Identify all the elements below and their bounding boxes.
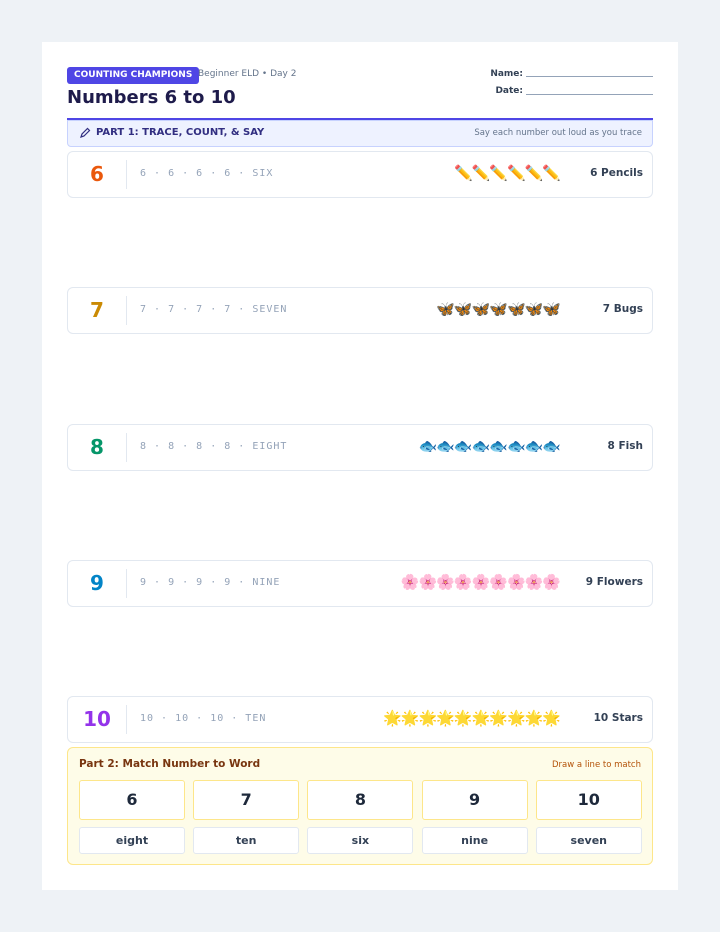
- badge: COUNTING CHAMPIONS: [67, 67, 200, 84]
- part2-hint: Draw a line to match: [552, 760, 641, 770]
- trace-text: 9 · 9 · 9 · 9 · NINE: [140, 576, 281, 588]
- date-label: Date:: [495, 86, 523, 96]
- caption: 8 Fish: [607, 439, 643, 452]
- divider: [126, 705, 127, 735]
- caption: 10 Stars: [593, 712, 643, 725]
- word-box: ten: [193, 827, 300, 854]
- divider: [126, 296, 127, 326]
- caption: 9 Flowers: [585, 575, 643, 588]
- trace-text: 6 · 6 · 6 · 6 · SIX: [140, 168, 274, 179]
- count-row: 9 9 · 9 · 9 · 9 · NINE 🌸🌸🌸🌸🌸🌸🌸🌸🌸 9 Flowers: [67, 559, 653, 607]
- divider: [126, 432, 127, 462]
- word-box: eight: [79, 827, 185, 854]
- word-box: nine: [421, 827, 528, 854]
- divider: [126, 160, 127, 189]
- count-row: 10 10 · 10 · 10 · TEN 🌟🌟🌟🌟🌟🌟🌟🌟🌟🌟 10 Stars: [67, 696, 653, 744]
- numeral: 9: [90, 570, 104, 595]
- part1-title: PART 1: TRACE, COUNT, & SAY: [96, 127, 265, 138]
- pencil-icon: [80, 127, 91, 138]
- caption: 7 Bugs: [602, 303, 643, 316]
- word-box: six: [307, 827, 414, 854]
- part2-box: Part 2: Match Number to Word Draw a line…: [67, 747, 653, 865]
- count-row: 6 6 · 6 · 6 · 6 · SIX ✏️✏️✏️✏️✏️✏️ 6 Pencil…: [67, 151, 653, 198]
- divider: [126, 568, 127, 598]
- date-line: [526, 94, 653, 95]
- worksheet: COUNTING CHAMPIONS Beginner ELD • Day 2 …: [42, 42, 678, 890]
- header-rule: [67, 118, 653, 120]
- count-icons: 🌸🌸🌸🌸🌸🌸🌸🌸🌸: [400, 572, 561, 591]
- subtitle: Beginner ELD • Day 2: [198, 69, 297, 79]
- count-icons: 🦋🦋🦋🦋🦋🦋🦋: [436, 300, 561, 319]
- word-box: seven: [535, 827, 642, 854]
- number-box: 6: [79, 780, 185, 820]
- numeral: 6: [90, 162, 104, 186]
- title: Numbers 6 to 10: [67, 87, 236, 108]
- numeral: 7: [90, 298, 104, 323]
- count-icons: 🐟🐟🐟🐟🐟🐟🐟🐟: [418, 436, 561, 455]
- numeral: 8: [90, 434, 104, 459]
- number-box: 9: [421, 780, 528, 820]
- name-label: Name:: [490, 69, 523, 79]
- part2-title: Part 2: Match Number to Word: [79, 758, 261, 770]
- number-box: 8: [307, 780, 414, 820]
- count-icons: 🌟🌟🌟🌟🌟🌟🌟🌟🌟🌟: [383, 709, 561, 728]
- number-box: 7: [193, 780, 300, 820]
- part1-hint: Say each number out loud as you trace: [474, 128, 642, 138]
- number-box: 10: [535, 780, 642, 820]
- name-line: [526, 76, 653, 77]
- trace-text: 10 · 10 · 10 · TEN: [140, 713, 267, 725]
- count-row: 7 7 · 7 · 7 · 7 · SEVEN 🦋🦋🦋🦋🦋🦋🦋 7 Bugs: [67, 287, 653, 335]
- part1-bar: PART 1: TRACE, COUNT, & SAY Say each num…: [67, 120, 653, 147]
- trace-text: 8 · 8 · 8 · 8 · EIGHT: [140, 440, 288, 452]
- count-row: 8 8 · 8 · 8 · 8 · EIGHT 🐟🐟🐟🐟🐟🐟🐟🐟 8 Fish: [67, 423, 653, 471]
- trace-text: 7 · 7 · 7 · 7 · SEVEN: [140, 304, 288, 316]
- count-icons: ✏️✏️✏️✏️✏️✏️: [453, 164, 561, 182]
- numeral: 10: [83, 707, 111, 732]
- caption: 6 Pencils: [590, 167, 643, 179]
